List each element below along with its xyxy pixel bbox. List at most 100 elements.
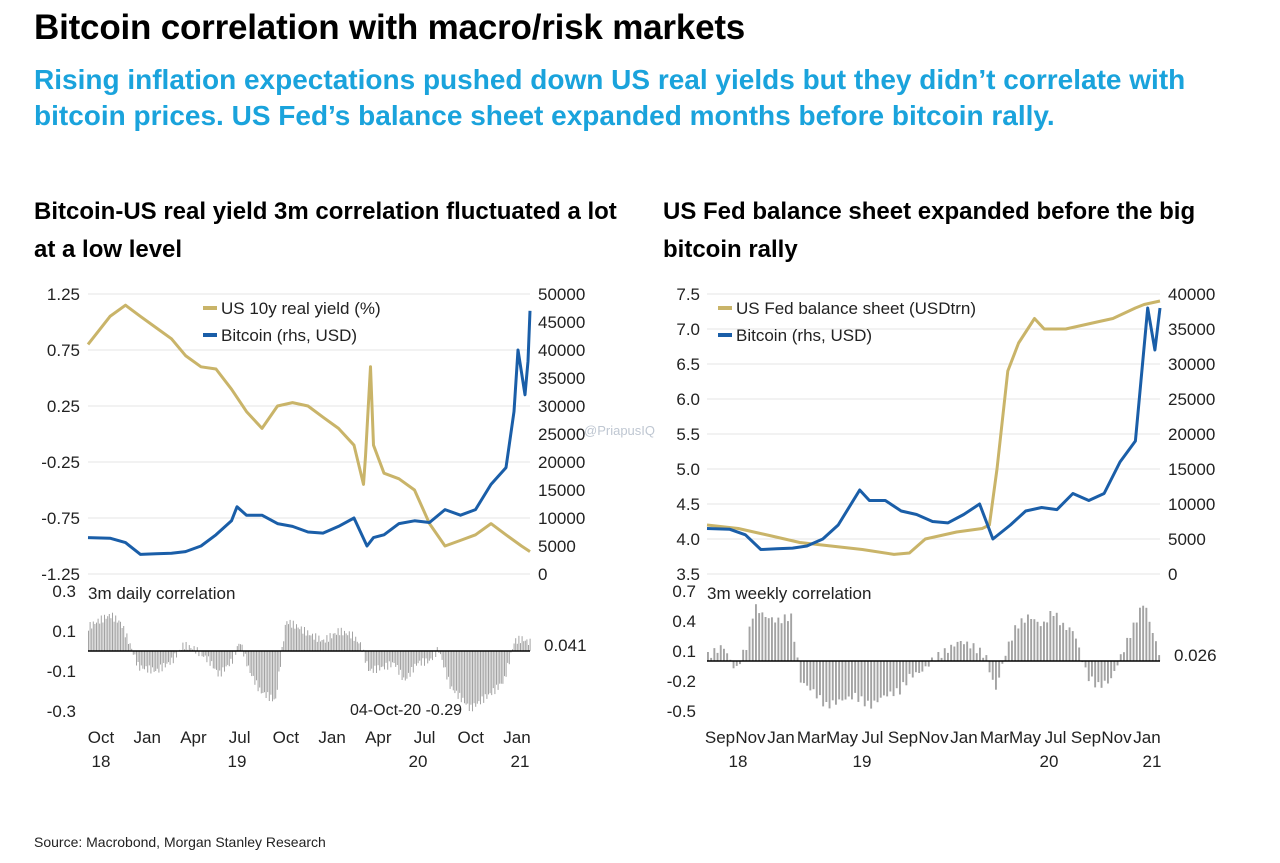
corr-bar [292, 620, 294, 651]
corr-bar [344, 630, 345, 651]
corr-bar [507, 651, 509, 663]
corr-bar [710, 657, 713, 661]
corr-bar [224, 651, 225, 672]
x-tick-label: Jan [1133, 728, 1160, 747]
corr-bar [1046, 622, 1049, 661]
corr-bar [252, 651, 254, 676]
corr-bar [484, 651, 486, 695]
y-right-tick-label: 30000 [538, 397, 585, 416]
y-left-tick-label: 7.5 [676, 285, 700, 304]
corr-bar [366, 651, 368, 662]
corr-bar [419, 651, 421, 661]
corr-bar [428, 651, 430, 661]
corr-bar [1017, 628, 1020, 661]
y-left-tick-label: 4.0 [676, 530, 700, 549]
corr-bar [1084, 661, 1087, 668]
corr-bar [411, 651, 413, 667]
y-right-tick-label: 35000 [1168, 320, 1215, 339]
corr-bar [214, 651, 216, 669]
corr-bar [241, 644, 243, 651]
x-year-label: 21 [511, 752, 530, 771]
corr-bar [492, 651, 494, 689]
corr-bar [350, 638, 352, 651]
y-right-tick-label: 25000 [1168, 390, 1215, 409]
corr-bar [915, 661, 917, 673]
corr-bar [273, 651, 275, 700]
corr-bar [416, 651, 417, 666]
corr-bar [459, 651, 461, 693]
corr-bar [390, 651, 392, 668]
corr-bar [230, 651, 232, 659]
corr-bar [449, 651, 451, 689]
right-panel-title: US Fed balance sheet expanded before the… [663, 198, 1196, 263]
corr-bar [758, 613, 761, 661]
corr-bar [256, 651, 257, 681]
corr-bar [1062, 622, 1065, 661]
corr-bar [889, 661, 892, 692]
corr-bar [444, 651, 446, 668]
y-left-tick-label: -1.25 [41, 565, 80, 584]
corr-bar [100, 615, 102, 651]
corr-bar [937, 652, 940, 661]
y-left-tick-label: 7.0 [676, 320, 700, 339]
corr-bar [96, 622, 97, 651]
x-tick-label: Sep [705, 728, 735, 747]
corr-bar [403, 651, 405, 678]
corr-bar [457, 651, 459, 699]
corr-bar [504, 651, 505, 677]
corr-bar [1078, 647, 1081, 661]
corr-bar [185, 642, 187, 651]
corr-bar [735, 661, 738, 666]
corr-bar [966, 641, 969, 661]
corr-bar [267, 651, 269, 693]
corr-bar [289, 619, 291, 651]
corr-bar [467, 651, 469, 704]
corr-bar [254, 651, 256, 685]
corr-bar [1007, 641, 1010, 661]
corr-bar [116, 622, 118, 651]
y-left-tick-label: 0.25 [47, 397, 80, 416]
corr-panel-label: 3m daily correlation [88, 584, 235, 603]
corr-bar [147, 651, 149, 673]
corr-bar [436, 647, 438, 651]
corr-bar [780, 623, 783, 661]
x-year-label: 21 [1143, 752, 1162, 771]
corr-bar [1097, 661, 1100, 683]
corr-bar [860, 661, 863, 697]
corr-y-tick-label: -0.2 [667, 672, 696, 691]
corr-bar [113, 621, 115, 651]
corr-bar [235, 651, 237, 655]
corr-bar [249, 651, 251, 673]
corr-bar [219, 651, 221, 671]
corr-bar [1100, 661, 1103, 688]
corr-bar [1001, 661, 1004, 664]
corr-bar [153, 651, 155, 672]
corr-bar [347, 635, 349, 651]
corr-bar [1014, 625, 1017, 661]
y-right-tick-label: 5000 [1168, 530, 1206, 549]
corr-bar [1033, 619, 1036, 661]
corr-bar [895, 661, 898, 689]
corr-bar [331, 638, 333, 651]
x-tick-label: Oct [458, 728, 485, 747]
corr-bar [401, 651, 403, 680]
corr-bar [481, 651, 483, 697]
corr-bar [723, 648, 725, 661]
corr-bar [89, 622, 91, 651]
corr-bar [497, 651, 499, 690]
corr-bar [400, 651, 401, 670]
series-line-real-yield [86, 303, 531, 553]
corr-bar [270, 651, 272, 695]
corr-bar [163, 651, 165, 663]
corr-bar [767, 618, 770, 661]
corr-bar [318, 635, 320, 651]
x-year-label: 19 [853, 752, 872, 771]
corr-bar [1011, 640, 1013, 661]
corr-bar [176, 651, 177, 658]
x-tick-label: Nov [735, 728, 766, 747]
corr-bar [739, 661, 741, 665]
corr-bar [294, 628, 296, 651]
corr-bar [228, 651, 230, 667]
corr-panel-label: 3m weekly correlation [707, 584, 871, 603]
corr-bar [956, 641, 959, 661]
